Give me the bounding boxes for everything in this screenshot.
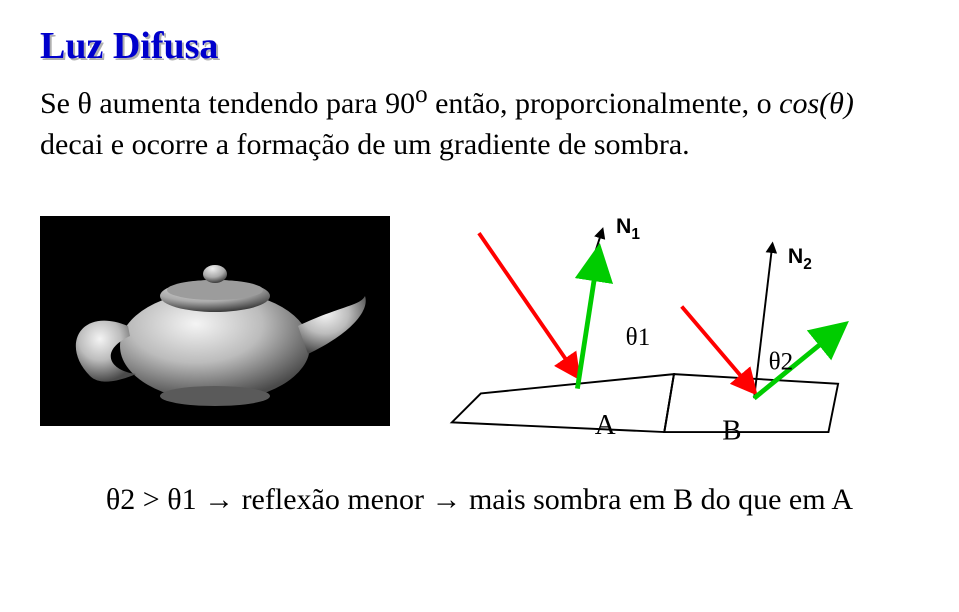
normals-diagram: N1 N2 θ1 θ2 A B	[430, 181, 860, 461]
label-N2: N2	[788, 244, 812, 273]
light-ray-A	[479, 233, 577, 376]
label-theta2: θ2	[769, 348, 794, 375]
para-t3: decai e ocorre a formação de um gradient…	[40, 128, 690, 161]
label-A: A	[595, 409, 616, 441]
para-t2: então, proporcionalmente, o	[428, 87, 780, 120]
label-N1: N1	[616, 214, 640, 243]
para-t1: Se θ aumenta tendendo para 90	[40, 87, 415, 120]
teapot-render	[40, 216, 390, 426]
n1-tick	[595, 229, 603, 253]
conclusion-text: θ2 > θ1 → reflexão menor → mais sombra e…	[40, 483, 919, 517]
intro-paragraph: Se θ aumenta tendendo para 90o então, pr…	[40, 78, 919, 165]
page-title: Luz Difusa	[40, 24, 919, 68]
label-B: B	[722, 415, 741, 447]
label-theta1: θ1	[626, 324, 651, 351]
para-cos: cos(θ)	[779, 87, 854, 120]
figure-row: N1 N2 θ1 θ2 A B	[40, 181, 919, 461]
normal-A	[577, 251, 598, 389]
face-A	[452, 374, 674, 432]
face-B	[664, 374, 838, 432]
para-sup: o	[415, 81, 428, 108]
